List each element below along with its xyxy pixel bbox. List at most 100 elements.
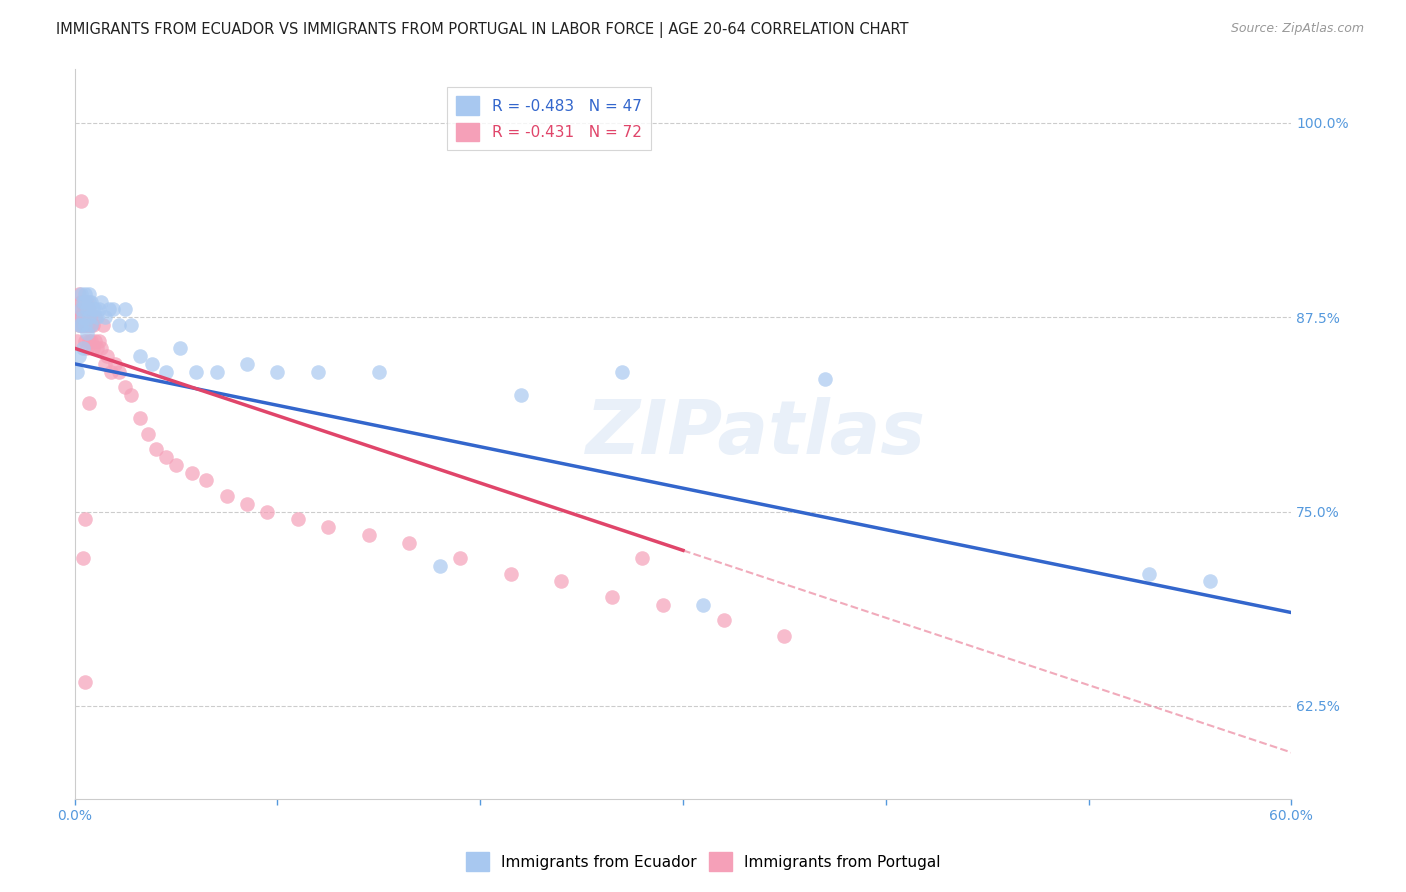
Point [73,334,96,348]
Point [316,520,339,534]
Point [692,598,714,612]
Point [82,341,104,355]
Point [80,318,103,332]
Point [87,334,110,348]
Point [509,388,531,402]
Point [98,302,121,317]
Point [80,294,103,309]
Point [67,318,90,332]
Point [84,310,107,325]
Point [86,310,108,325]
Point [128,411,150,425]
Point [72,341,94,355]
Point [77,310,100,325]
Point [77,310,100,325]
Point [205,365,228,379]
Point [1199,574,1222,589]
Point [82,318,104,332]
Point [76,302,98,317]
Point [69,302,91,317]
Point [120,388,142,402]
Point [86,341,108,355]
Point [77,302,100,317]
Point [612,365,634,379]
Point [145,442,167,457]
Point [80,334,103,348]
Point [72,318,94,332]
Text: ZIPatlas: ZIPatlas [586,397,927,470]
Point [91,318,114,332]
Point [103,302,125,317]
Point [77,318,100,332]
Point [73,318,96,332]
Point [69,302,91,317]
Point [600,590,623,604]
Point [90,341,112,355]
Point [72,302,94,317]
Point [236,357,259,371]
Point [499,566,522,581]
Point [367,365,389,379]
Point [550,574,572,589]
Point [287,512,309,526]
Point [713,613,735,627]
Point [108,365,131,379]
Point [256,504,278,518]
Point [94,310,117,325]
Point [67,349,90,363]
Legend: R = -0.483   N = 47, R = -0.431   N = 72: R = -0.483 N = 47, R = -0.431 N = 72 [447,87,651,151]
Point [69,194,91,208]
Point [100,365,122,379]
Point [77,286,100,301]
Point [67,310,90,325]
Point [73,294,96,309]
Point [398,535,420,549]
Point [72,294,94,309]
Point [266,365,288,379]
Point [84,334,107,348]
Point [82,302,104,317]
Text: IMMIGRANTS FROM ECUADOR VS IMMIGRANTS FROM PORTUGAL IN LABOR FORCE | AGE 20-64 C: IMMIGRANTS FROM ECUADOR VS IMMIGRANTS FR… [56,22,908,38]
Point [357,528,380,542]
Point [155,365,177,379]
Point [73,286,96,301]
Point [114,302,136,317]
Point [814,372,837,386]
Point [67,318,90,332]
Point [66,310,89,325]
Point [76,302,98,317]
Point [96,349,118,363]
Point [141,357,163,371]
Legend: Immigrants from Ecuador, Immigrants from Portugal: Immigrants from Ecuador, Immigrants from… [460,847,946,877]
Point [236,497,259,511]
Point [108,318,131,332]
Point [69,294,91,309]
Point [181,466,204,480]
Point [94,357,117,371]
Point [429,558,451,573]
Point [72,310,94,325]
Point [73,675,96,690]
Point [1137,566,1160,581]
Point [215,489,238,503]
Point [76,310,98,325]
Point [195,474,218,488]
Point [114,380,136,394]
Point [87,302,110,317]
Point [69,286,91,301]
Point [73,512,96,526]
Point [72,551,94,566]
Point [80,318,103,332]
Point [76,318,98,332]
Point [72,310,94,325]
Point [136,426,159,441]
Point [631,551,654,566]
Point [69,318,91,332]
Point [77,395,100,409]
Point [84,302,107,317]
Point [66,334,89,348]
Text: Source: ZipAtlas.com: Source: ZipAtlas.com [1230,22,1364,36]
Point [76,341,98,355]
Point [307,365,329,379]
Point [73,318,96,332]
